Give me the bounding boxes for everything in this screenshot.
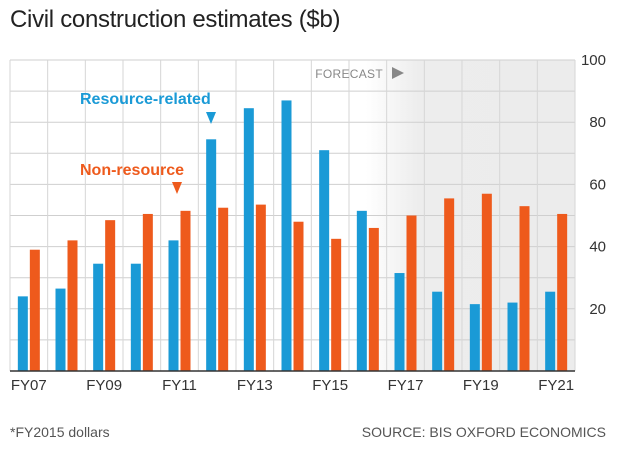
- forecast-label: FORECAST: [315, 67, 383, 81]
- bar-resource-related-fy18: [432, 291, 443, 371]
- bar-non-resource-fy15: [331, 238, 342, 371]
- x-tick-label: FY07: [11, 377, 47, 394]
- bar-non-resource-fy10: [142, 213, 153, 371]
- x-tick-label: FY13: [237, 377, 273, 394]
- x-tick-label: FY15: [312, 377, 348, 394]
- x-tick-label: FY21: [538, 377, 574, 394]
- y-tick-label: 20: [589, 301, 606, 318]
- bar-resource-related-fy16: [356, 210, 367, 371]
- series-label-non-resource: Non-resource: [80, 162, 184, 179]
- forecast-arrow-icon: [392, 67, 404, 79]
- x-tick-label: FY17: [388, 377, 424, 394]
- bar-non-resource-fy21: [557, 213, 568, 371]
- x-tick-label: FY09: [86, 377, 122, 394]
- y-tick-label: 60: [589, 176, 606, 193]
- bar-non-resource-fy13: [255, 204, 266, 371]
- bar-resource-related-fy13: [243, 108, 254, 371]
- bar-non-resource-fy07: [29, 249, 40, 371]
- bar-resource-related-fy08: [55, 288, 66, 371]
- bar-resource-related-fy21: [545, 291, 556, 371]
- y-tick-label: 40: [589, 239, 606, 256]
- source-note: SOURCE: BIS OXFORD ECONOMICS: [361, 424, 606, 440]
- bar-resource-related-fy14: [281, 100, 292, 372]
- y-tick-label: 100: [581, 52, 606, 69]
- bar-non-resource-fy09: [105, 220, 116, 371]
- bar-non-resource-fy18: [444, 198, 455, 371]
- bar-non-resource-fy14: [293, 221, 304, 371]
- x-tick-label: FY19: [463, 377, 499, 394]
- series-pointer-non-resource: [172, 182, 182, 194]
- x-tick-label: FY11: [162, 377, 197, 394]
- series-pointer-resource-related: [206, 112, 216, 124]
- bar-non-resource-fy12: [218, 207, 229, 371]
- bar-non-resource-fy08: [67, 240, 78, 371]
- bar-non-resource-fy11: [180, 210, 191, 371]
- bar-resource-related-fy10: [130, 263, 141, 371]
- bar-resource-related-fy15: [319, 150, 330, 371]
- bar-non-resource-fy20: [519, 206, 530, 371]
- bar-non-resource-fy17: [406, 215, 417, 371]
- bar-resource-related-fy12: [206, 139, 217, 371]
- bar-non-resource-fy19: [481, 193, 492, 371]
- bar-resource-related-fy20: [507, 302, 518, 371]
- bar-resource-related-fy09: [93, 263, 104, 371]
- bar-resource-related-fy19: [469, 304, 480, 371]
- chart-title: Civil construction estimates ($b): [10, 6, 341, 33]
- series-label-resource-related: Resource-related: [80, 91, 211, 108]
- footnote: *FY2015 dollars: [10, 424, 110, 440]
- bar-resource-related-fy17: [394, 273, 405, 371]
- bar-non-resource-fy16: [368, 227, 379, 371]
- y-tick-label: 80: [589, 114, 606, 131]
- bar-resource-related-fy07: [17, 296, 28, 371]
- bar-resource-related-fy11: [168, 240, 179, 371]
